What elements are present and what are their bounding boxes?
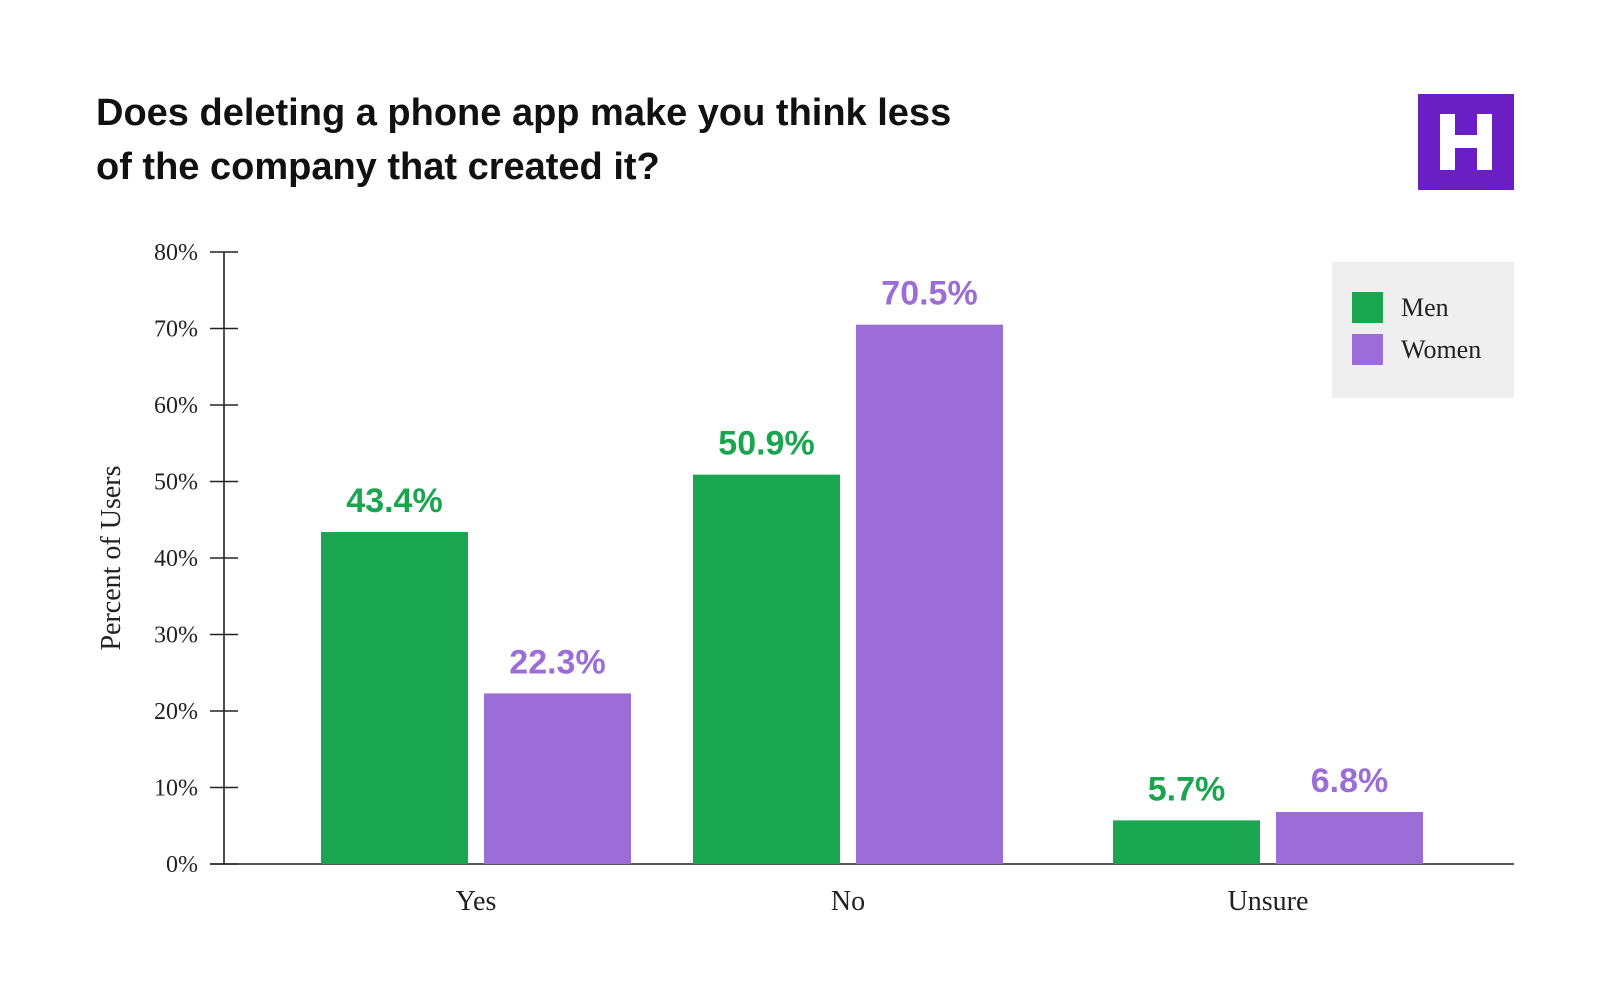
y-tick-label: 70% — [154, 317, 198, 343]
y-tick-label: 30% — [154, 623, 198, 649]
brand-logo — [1418, 94, 1514, 190]
y-tick-label: 40% — [154, 546, 198, 572]
chart-title: Does deleting a phone app make you think… — [96, 86, 1076, 194]
x-tick-label: Yes — [456, 886, 497, 917]
x-tick-label: Unsure — [1228, 886, 1309, 917]
y-tick-label: 10% — [154, 776, 198, 802]
legend-swatch-men — [1352, 292, 1383, 323]
legend-swatch-women — [1352, 334, 1383, 365]
bar-men — [321, 531, 468, 864]
data-label-women: 22.3% — [509, 643, 605, 681]
bar-men — [693, 474, 840, 864]
bar-women — [856, 324, 1003, 864]
legend-box — [1332, 262, 1514, 398]
y-tick-label: 50% — [154, 470, 198, 496]
data-label-men: 5.7% — [1148, 770, 1226, 808]
data-label-women: 70.5% — [881, 275, 977, 313]
data-label-women: 6.8% — [1311, 762, 1389, 800]
data-label-men: 43.4% — [346, 482, 442, 520]
legend-label-men: Men — [1401, 293, 1449, 322]
y-tick-label: 60% — [154, 393, 198, 419]
chart-title-line-1: Does deleting a phone app make you think… — [96, 92, 952, 134]
bar-men — [1113, 820, 1260, 864]
y-axis-title: Percent of Users — [96, 465, 127, 650]
y-tick-label: 80% — [154, 240, 198, 266]
y-tick-label: 0% — [166, 852, 198, 878]
y-tick-label: 20% — [154, 699, 198, 725]
h-logo-icon — [1440, 114, 1492, 170]
bar-women — [1276, 811, 1423, 864]
bar-women — [484, 693, 631, 864]
chart-title-line-2: of the company that created it? — [96, 146, 660, 188]
x-tick-label: No — [831, 886, 865, 917]
data-label-men: 50.9% — [718, 425, 814, 463]
legend-label-women: Women — [1401, 335, 1481, 364]
